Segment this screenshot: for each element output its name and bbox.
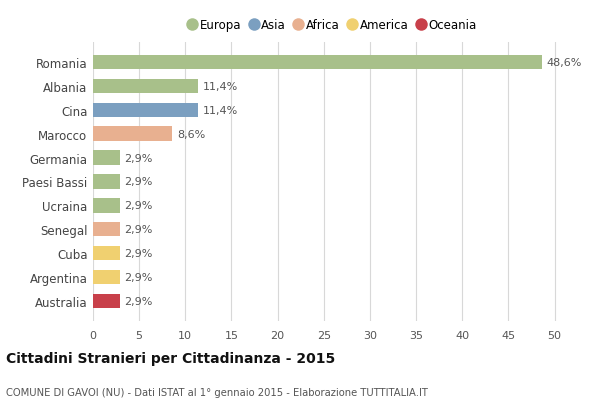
Text: COMUNE DI GAVOI (NU) - Dati ISTAT al 1° gennaio 2015 - Elaborazione TUTTITALIA.I: COMUNE DI GAVOI (NU) - Dati ISTAT al 1° … — [6, 387, 428, 397]
Text: 2,9%: 2,9% — [124, 225, 153, 235]
Text: 2,9%: 2,9% — [124, 272, 153, 282]
Bar — [93, 294, 120, 308]
Text: 2,9%: 2,9% — [124, 249, 153, 258]
Text: 2,9%: 2,9% — [124, 177, 153, 187]
Bar — [93, 79, 198, 94]
Text: 2,9%: 2,9% — [124, 296, 153, 306]
Text: 8,6%: 8,6% — [177, 129, 205, 139]
Text: 2,9%: 2,9% — [124, 153, 153, 163]
Bar — [93, 56, 542, 70]
Bar — [93, 270, 120, 285]
Text: Cittadini Stranieri per Cittadinanza - 2015: Cittadini Stranieri per Cittadinanza - 2… — [6, 351, 335, 365]
Text: 48,6%: 48,6% — [546, 58, 581, 68]
Text: 2,9%: 2,9% — [124, 201, 153, 211]
Bar — [93, 127, 172, 142]
Text: 11,4%: 11,4% — [203, 82, 238, 92]
Bar — [93, 151, 120, 165]
Bar — [93, 222, 120, 237]
Bar — [93, 103, 198, 118]
Text: 11,4%: 11,4% — [203, 106, 238, 115]
Legend: Europa, Asia, Africa, America, Oceania: Europa, Asia, Africa, America, Oceania — [185, 16, 481, 36]
Bar — [93, 246, 120, 261]
Bar — [93, 199, 120, 213]
Bar — [93, 175, 120, 189]
